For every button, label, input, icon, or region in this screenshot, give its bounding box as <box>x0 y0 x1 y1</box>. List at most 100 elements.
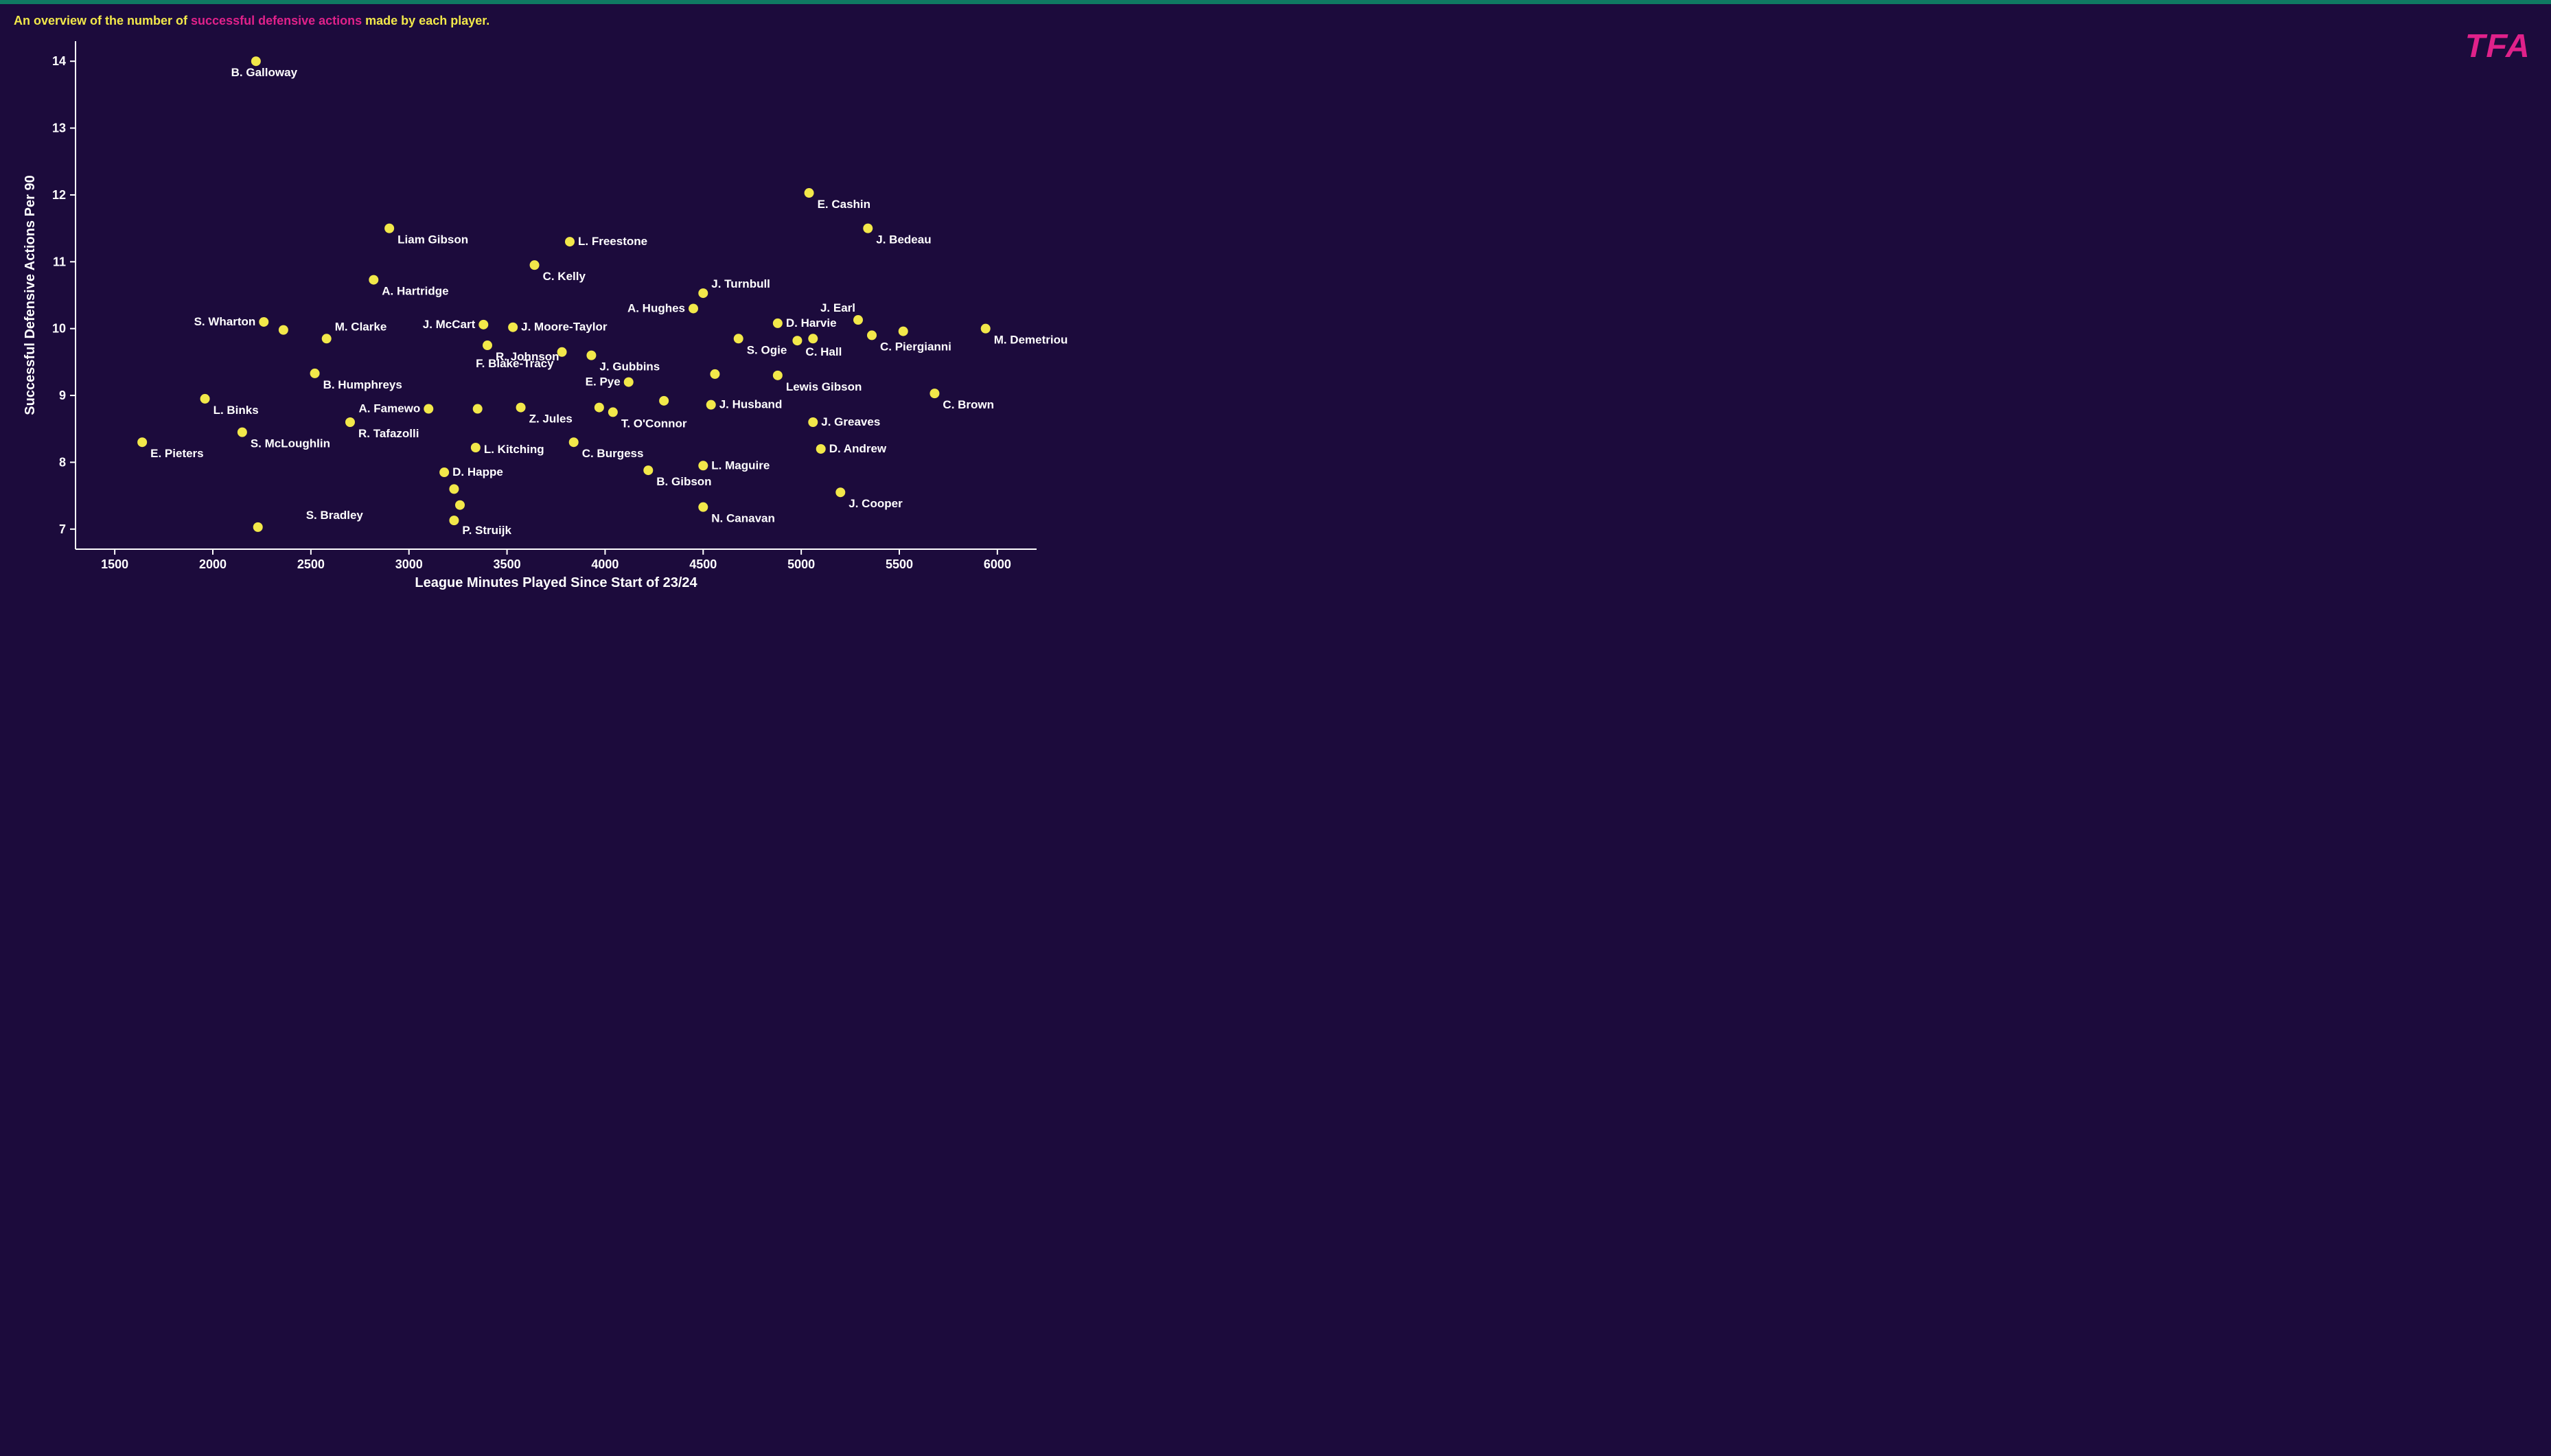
scatter-point <box>835 487 845 497</box>
scatter-point-label: T. O'Connor <box>621 417 687 430</box>
scatter-point-label: J. Bedeau <box>876 233 931 246</box>
scatter-point-label: A. Hartridge <box>382 285 448 298</box>
scatter-point-label: S. Bradley <box>306 509 364 522</box>
scatter-point-label: J. Turnbull <box>711 277 770 290</box>
scatter-point <box>867 330 877 340</box>
scatter-point <box>449 516 459 525</box>
scatter-point-label: A. Famewo <box>359 402 421 415</box>
scatter-point <box>595 403 604 413</box>
scatter-point-label: D. Andrew <box>829 442 887 455</box>
scatter-point <box>345 417 355 427</box>
scatter-point-label: Lewis Gibson <box>786 380 862 393</box>
scatter-point-label: C. Brown <box>943 398 994 411</box>
scatter-point-label: L. Binks <box>213 404 259 417</box>
scatter-point <box>981 324 991 334</box>
scatter-point-label: B. Gibson <box>656 475 711 488</box>
scatter-point-label: M. Demetriou <box>994 334 1068 347</box>
scatter-point-label: S. Ogie <box>747 343 787 356</box>
y-tick-label: 10 <box>52 322 66 336</box>
scatter-point <box>899 327 908 336</box>
scatter-point-label: P. Struijk <box>462 524 511 537</box>
y-tick-label: 11 <box>53 255 66 268</box>
scatter-point <box>322 334 332 343</box>
scatter-point <box>853 315 863 325</box>
chart-title-suffix: made by each player. <box>365 14 489 27</box>
scatter-point-label: Z. Jules <box>529 413 573 426</box>
scatter-point <box>310 369 320 378</box>
scatter-point-label: C. Piergianni <box>880 340 951 353</box>
scatter-point <box>565 237 575 246</box>
scatter-point <box>805 188 814 198</box>
scatter-point-label: J. Cooper <box>849 497 903 510</box>
scatter-point-label: L. Freestone <box>578 235 647 248</box>
scatter-point-label: C. Kelly <box>543 270 586 283</box>
scatter-point-label: E. Pieters <box>150 447 204 460</box>
scatter-point <box>930 389 939 398</box>
scatter-point <box>773 319 783 328</box>
scatter-point-label: S. McLoughlin <box>251 437 330 450</box>
scatter-point <box>710 369 719 379</box>
scatter-point-label: J. Greaves <box>821 415 880 428</box>
scatter-point <box>706 400 716 410</box>
scatter-point <box>478 320 488 330</box>
scatter-point <box>238 428 247 437</box>
scatter-point <box>773 371 783 380</box>
scatter-point-label: B. Galloway <box>231 66 298 79</box>
scatter-point-label: J. Gubbins <box>599 360 660 373</box>
scatter-point-label: J. McCart <box>423 318 476 331</box>
scatter-point <box>455 500 465 510</box>
x-tick-label: 5000 <box>787 557 815 571</box>
scatter-point-label: F. Blake-Tracy <box>476 357 554 370</box>
scatter-point-label: J. Moore-Taylor <box>521 321 608 334</box>
scatter-point-label: D. Happe <box>452 465 503 478</box>
brand-logo: TFA <box>2465 27 2532 65</box>
x-tick-label: 2500 <box>297 557 325 571</box>
scatter-point-label: D. Harvie <box>786 316 837 330</box>
scatter-point-label: B. Humphreys <box>323 378 402 391</box>
scatter-point <box>808 417 818 427</box>
scatter-point <box>808 334 818 343</box>
scatter-point <box>471 443 481 452</box>
scatter-point <box>508 323 518 332</box>
scatter-point-label: M. Clarke <box>335 320 387 333</box>
scatter-point <box>424 404 433 414</box>
scatter-point <box>369 275 378 285</box>
scatter-point-label: E. Cashin <box>818 198 870 211</box>
chart-title: An overview of the number of successful … <box>14 14 489 28</box>
scatter-point-label: C. Hall <box>805 345 842 358</box>
y-tick-label: 8 <box>59 455 66 469</box>
scatter-plot: 1500200025003000350040004500500055006000… <box>76 41 1037 549</box>
scatter-point <box>643 465 653 475</box>
top-accent-bar <box>0 0 2551 4</box>
scatter-point <box>698 461 708 470</box>
y-axis-label: Successful Defensive Actions Per 90 <box>23 175 38 415</box>
scatter-point <box>530 260 540 270</box>
scatter-point <box>557 347 567 357</box>
scatter-point-label: S. Wharton <box>194 315 256 328</box>
scatter-point <box>734 334 743 343</box>
x-tick-label: 5500 <box>886 557 913 571</box>
scatter-point <box>279 325 288 335</box>
scatter-point-label: J. Earl <box>820 301 855 314</box>
chart-title-accent: successful defensive actions <box>191 14 362 27</box>
scatter-point-label: J. Husband <box>719 398 783 411</box>
scatter-point <box>137 437 147 447</box>
scatter-point-label: L. Maguire <box>711 459 770 472</box>
scatter-point <box>569 437 579 447</box>
chart-title-prefix: An overview of the number of <box>14 14 191 27</box>
scatter-point <box>792 336 802 345</box>
scatter-point <box>259 317 268 327</box>
y-tick-label: 12 <box>52 188 66 202</box>
scatter-point-label: L. Kitching <box>484 443 544 456</box>
y-tick-label: 14 <box>52 54 66 68</box>
scatter-point-label: E. Pye <box>586 375 621 389</box>
scatter-point-label: A. Hughes <box>627 301 685 314</box>
brand-logo-text: TFA <box>2461 27 2535 65</box>
x-tick-label: 6000 <box>984 557 1011 571</box>
scatter-point <box>384 224 394 233</box>
y-tick-label: 9 <box>59 389 66 402</box>
scatter-point <box>863 224 873 233</box>
x-tick-label: 2000 <box>199 557 227 571</box>
x-tick-label: 3000 <box>395 557 423 571</box>
scatter-point <box>698 288 708 298</box>
